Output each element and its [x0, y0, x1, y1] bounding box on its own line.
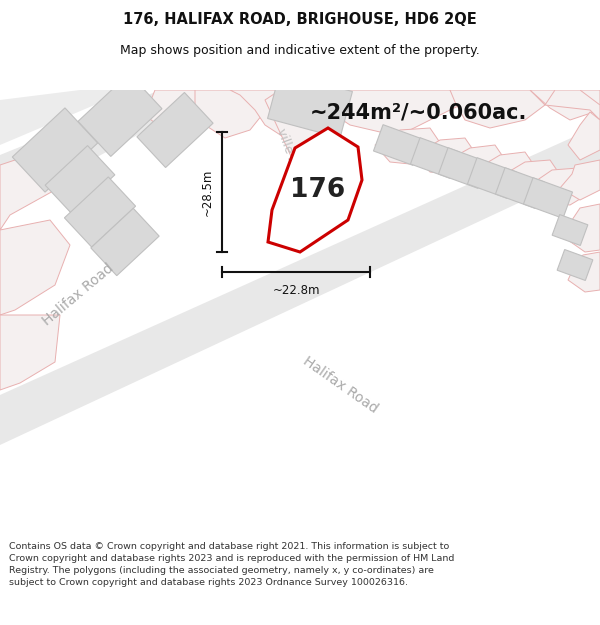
- Polygon shape: [475, 152, 540, 189]
- Polygon shape: [0, 220, 70, 315]
- Polygon shape: [268, 72, 352, 138]
- Polygon shape: [496, 168, 545, 208]
- Polygon shape: [445, 145, 510, 182]
- Text: 176, HALIFAX ROAD, BRIGHOUSE, HD6 2QE: 176, HALIFAX ROAD, BRIGHOUSE, HD6 2QE: [123, 12, 477, 27]
- Polygon shape: [265, 90, 340, 165]
- Polygon shape: [0, 90, 130, 145]
- Text: Halifax Road: Halifax Road: [300, 354, 380, 416]
- Polygon shape: [523, 177, 572, 218]
- Text: Contains OS data © Crown copyright and database right 2021. This information is : Contains OS data © Crown copyright and d…: [9, 542, 454, 587]
- Polygon shape: [450, 90, 545, 128]
- Text: 176: 176: [290, 177, 346, 203]
- Polygon shape: [568, 112, 600, 160]
- Text: Map shows position and indicative extent of the property.: Map shows position and indicative extent…: [120, 44, 480, 57]
- Polygon shape: [373, 124, 422, 166]
- Polygon shape: [530, 90, 600, 120]
- Polygon shape: [330, 90, 460, 132]
- Polygon shape: [0, 155, 60, 230]
- Polygon shape: [145, 90, 235, 135]
- Polygon shape: [500, 160, 565, 197]
- Polygon shape: [545, 90, 600, 120]
- Polygon shape: [467, 158, 517, 198]
- Text: ville Avenue: ville Avenue: [274, 127, 312, 203]
- Polygon shape: [13, 108, 98, 192]
- Polygon shape: [0, 90, 220, 210]
- Polygon shape: [557, 249, 593, 281]
- Polygon shape: [565, 204, 600, 252]
- Polygon shape: [415, 138, 480, 175]
- Polygon shape: [78, 74, 162, 156]
- Polygon shape: [375, 128, 445, 165]
- Polygon shape: [268, 128, 362, 252]
- Polygon shape: [560, 160, 600, 200]
- Polygon shape: [410, 138, 460, 178]
- Polygon shape: [552, 214, 588, 246]
- Polygon shape: [45, 146, 115, 214]
- Polygon shape: [91, 208, 159, 276]
- Text: Halifax Road: Halifax Road: [40, 261, 116, 329]
- Polygon shape: [530, 168, 595, 205]
- Text: ~28.5m: ~28.5m: [201, 168, 214, 216]
- Polygon shape: [568, 252, 600, 292]
- Polygon shape: [64, 177, 136, 247]
- Polygon shape: [439, 148, 488, 188]
- Polygon shape: [137, 92, 213, 168]
- Polygon shape: [0, 315, 60, 390]
- Polygon shape: [0, 125, 600, 445]
- Polygon shape: [195, 90, 270, 138]
- Polygon shape: [230, 90, 345, 142]
- Text: ~244m²/~0.060ac.: ~244m²/~0.060ac.: [310, 102, 527, 122]
- Text: ~22.8m: ~22.8m: [272, 284, 320, 297]
